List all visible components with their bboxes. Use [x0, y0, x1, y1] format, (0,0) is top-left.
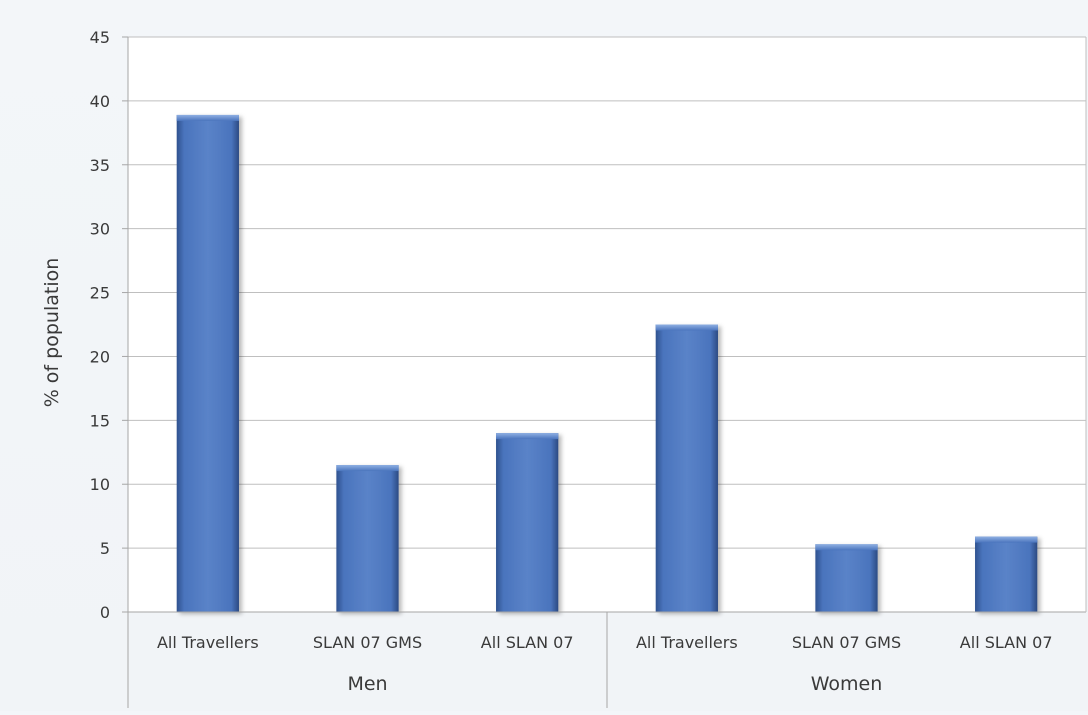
group-label: Men — [347, 673, 387, 695]
bar — [655, 324, 718, 612]
bar-body — [655, 324, 718, 612]
y-tick-label: 0 — [100, 603, 110, 622]
bar-cap — [815, 544, 878, 551]
category-label: All SLAN 07 — [960, 633, 1053, 652]
y-tick-label: 5 — [100, 539, 110, 558]
y-tick-label: 15 — [90, 411, 110, 430]
bar-body — [975, 536, 1038, 612]
bar — [176, 114, 239, 612]
bar-body — [815, 544, 878, 612]
bar — [496, 433, 559, 612]
y-tick-label: 10 — [90, 475, 110, 494]
bar-cap — [496, 433, 559, 440]
bar-cap — [176, 114, 239, 121]
bar-body — [176, 114, 239, 612]
bar — [815, 544, 878, 612]
category-label: SLAN 07 GMS — [313, 633, 422, 652]
y-tick-label: 25 — [90, 284, 110, 303]
bar-cap — [336, 465, 399, 472]
bars — [176, 114, 1038, 612]
bar-body — [336, 465, 399, 612]
group-label: Women — [811, 673, 883, 695]
y-tick-label: 45 — [90, 28, 110, 47]
plot-area — [128, 37, 1086, 612]
category-label: SLAN 07 GMS — [792, 633, 901, 652]
y-tick-label: 30 — [90, 220, 110, 239]
y-axis-title: % of population — [41, 258, 63, 408]
bar-cap — [975, 536, 1038, 543]
category-label: All SLAN 07 — [481, 633, 574, 652]
gridlines — [128, 36, 1086, 549]
bar — [336, 465, 399, 612]
labels: 0 5 10 15 20 25 30 35 40 45 All Travellers SLAN 07 … — [90, 28, 1053, 695]
bar — [975, 536, 1038, 612]
y-tick-label: 40 — [90, 92, 110, 111]
category-label: All Travellers — [636, 633, 738, 652]
bar-body — [496, 433, 559, 612]
category-label: All Travellers — [157, 633, 259, 652]
y-tick-label: 35 — [90, 156, 110, 175]
bar-cap — [655, 324, 718, 331]
axes — [122, 36, 1087, 708]
y-tick-label: 20 — [90, 347, 110, 366]
